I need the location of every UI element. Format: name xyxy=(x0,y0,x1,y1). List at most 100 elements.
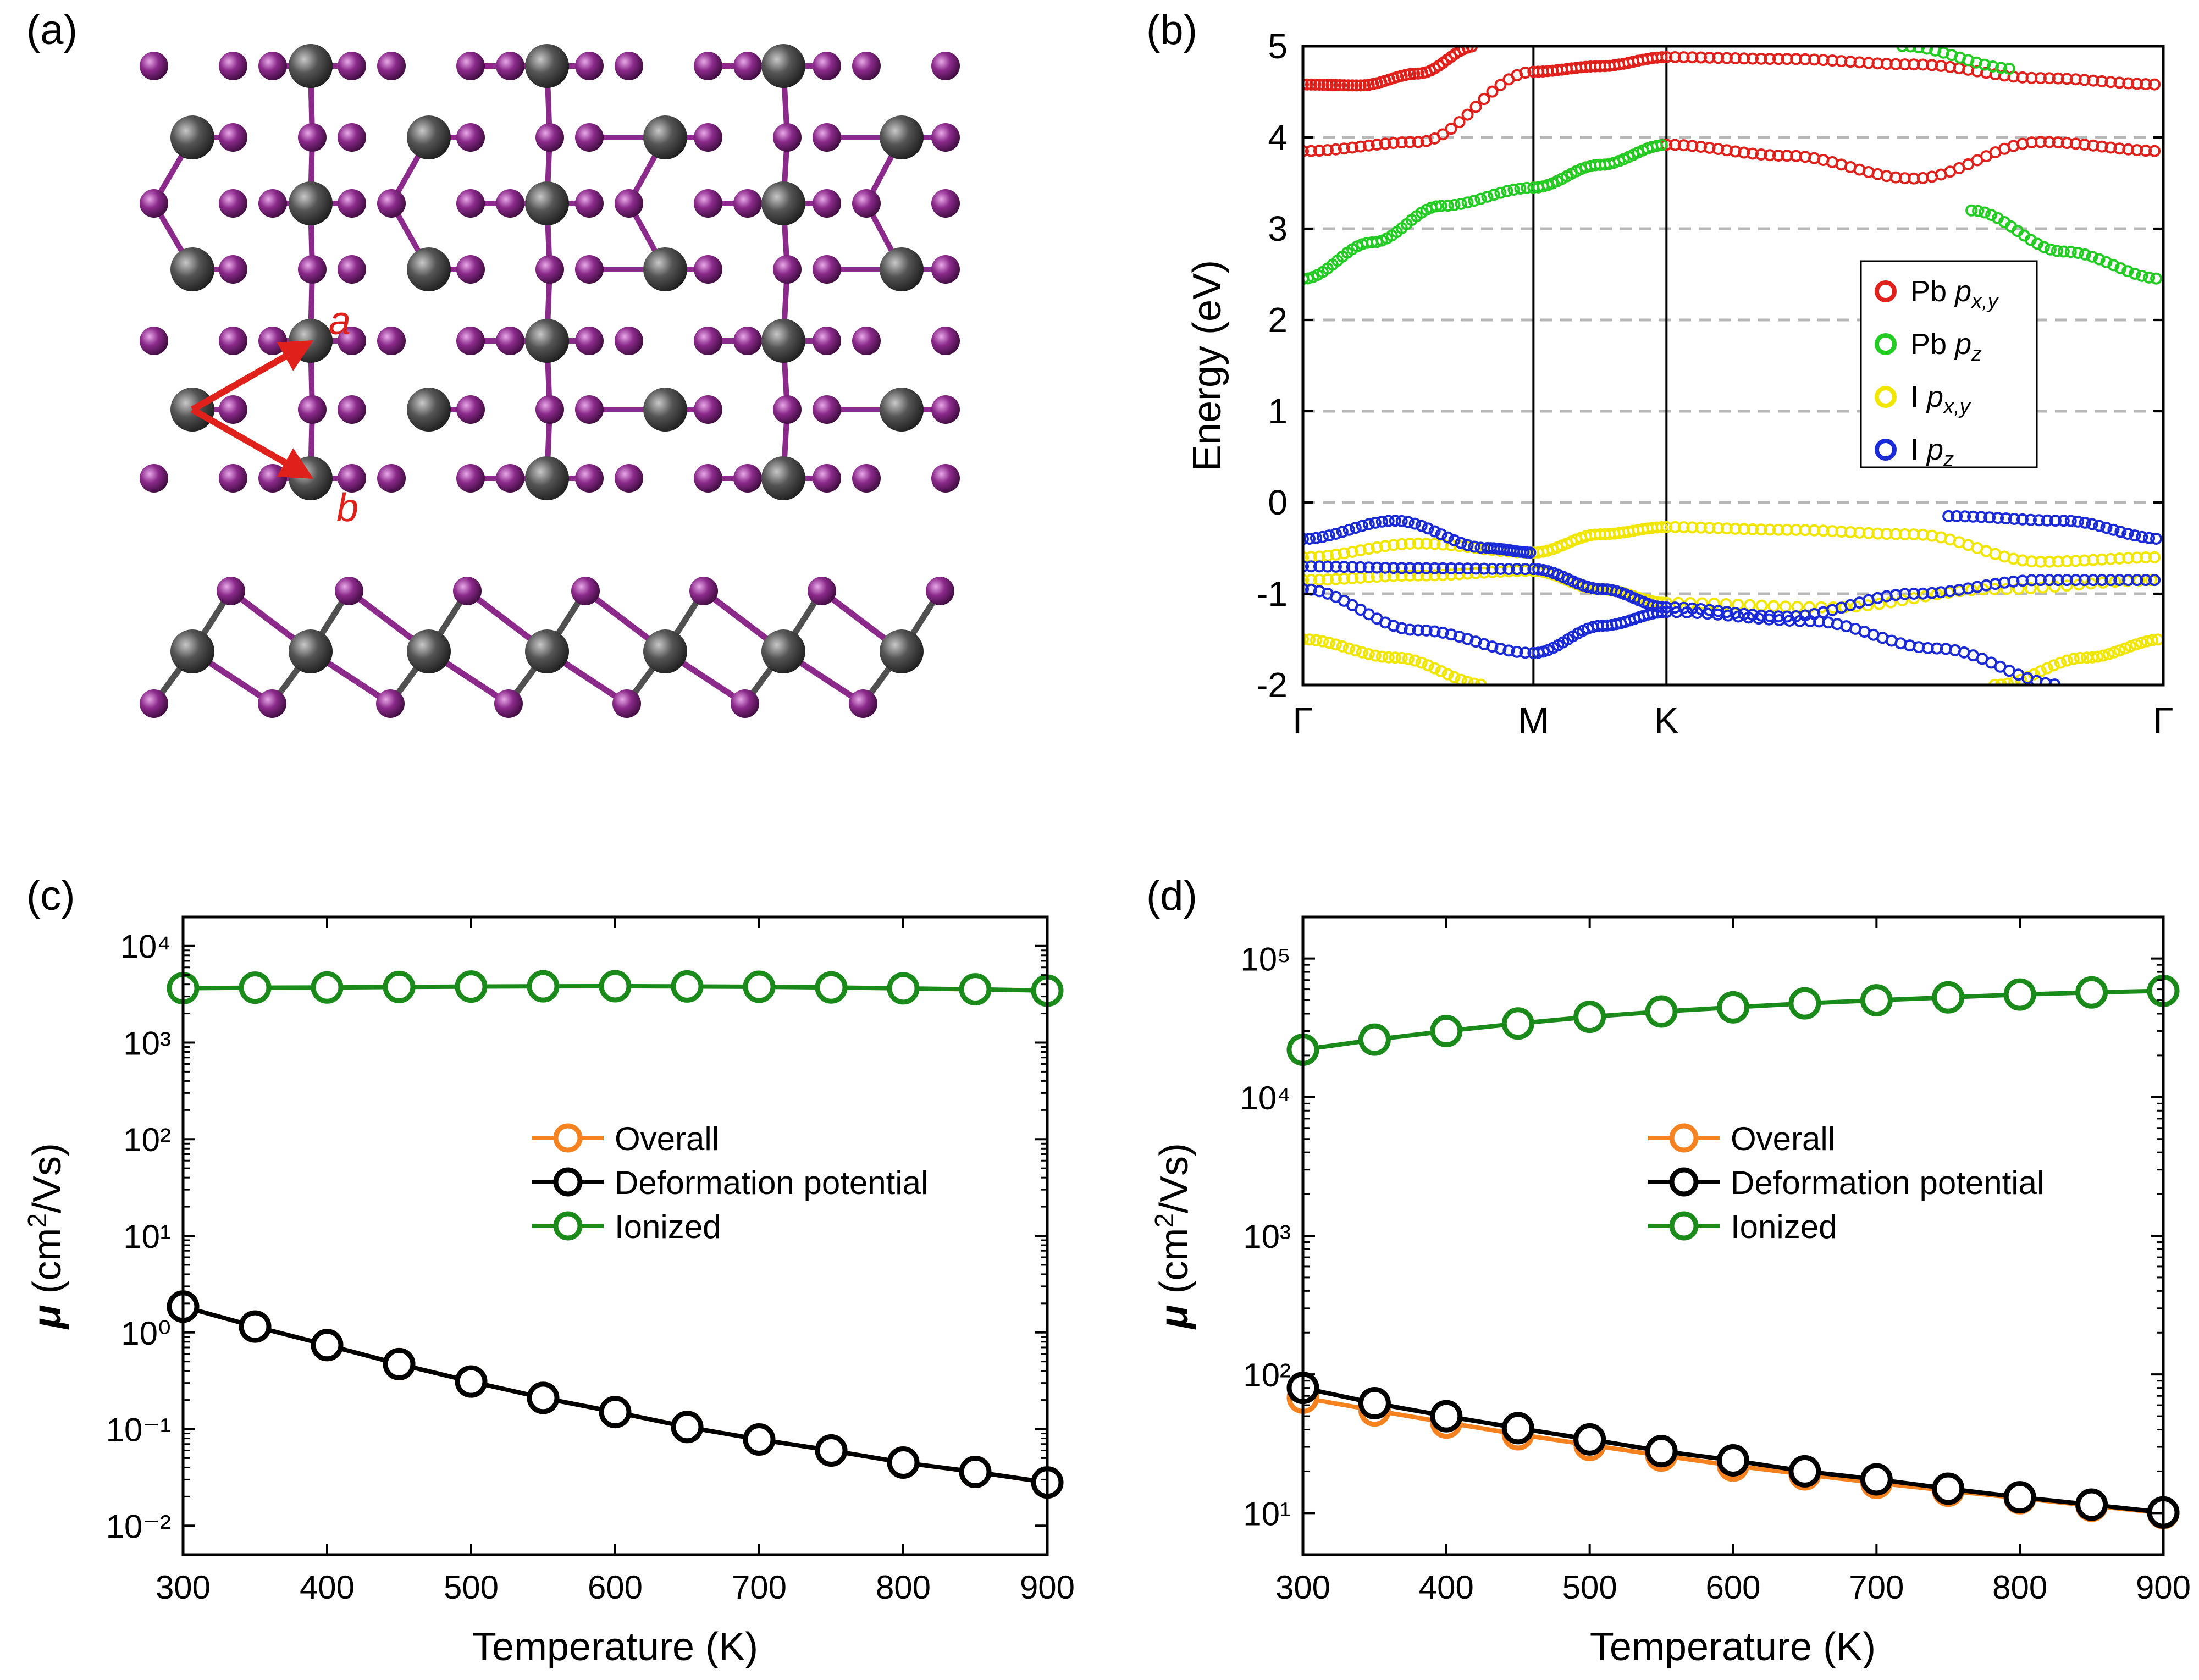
band-point xyxy=(2136,269,2148,282)
band-point xyxy=(1338,561,1350,573)
iodine-atom xyxy=(931,464,960,493)
y-tick-label: 5 xyxy=(1268,26,1288,66)
band-legend: Pb px,y Pb pz I px,y I pz xyxy=(1860,260,2038,471)
legend-marker xyxy=(553,1167,583,1197)
data-point xyxy=(1932,1472,1965,1505)
x-tick-label: 400 xyxy=(300,1569,355,1606)
band-point xyxy=(1387,570,1400,582)
band-point xyxy=(2043,555,2056,568)
band-point xyxy=(1746,523,1759,535)
band-point xyxy=(2122,77,2135,90)
band-point xyxy=(1313,145,1325,157)
band-point xyxy=(1309,78,1322,91)
band-point xyxy=(1412,569,1424,582)
band-point xyxy=(1346,572,1358,584)
lattice-vector-a-arrow xyxy=(191,340,314,413)
data-point xyxy=(1860,1463,1893,1496)
mobility-c-y-unit: (cm xyxy=(25,1228,69,1305)
band-point xyxy=(2034,72,2047,85)
data-point xyxy=(1717,991,1749,1024)
mobility-c-y-axis-label: μ (cm2/Vs) xyxy=(23,1143,69,1330)
band-point xyxy=(1346,545,1358,558)
iodine-atom xyxy=(456,255,485,284)
data-point xyxy=(959,1455,992,1488)
legend-marker xyxy=(553,1211,583,1241)
band-point xyxy=(1469,562,1482,575)
iodine-atom xyxy=(219,52,247,80)
mobility-chart-c: 300 400 500 600 700 800 900 10⁻² 10⁻¹ 10⁰ 10¹ 10² 10… xyxy=(23,915,1075,1669)
band-point xyxy=(2086,651,2098,664)
iodine-atom xyxy=(140,689,168,718)
series-deformation-potential xyxy=(167,1290,1064,1499)
iodine-atom xyxy=(852,327,881,355)
iodine-atom xyxy=(377,189,406,218)
band-point xyxy=(1420,537,1433,550)
iodine-atom xyxy=(733,464,762,493)
band-pb-p-z xyxy=(1896,46,2015,75)
band-point xyxy=(1362,543,1375,555)
band-point xyxy=(2140,78,2152,91)
band-point xyxy=(1336,640,1349,653)
band-point xyxy=(1395,136,1408,149)
band-point xyxy=(1412,136,1424,148)
band-point xyxy=(1514,182,1527,195)
data-point xyxy=(455,970,488,1003)
x-tick-label: 600 xyxy=(1705,1569,1760,1606)
iodine-atom xyxy=(496,52,524,80)
lead-atom xyxy=(289,456,333,500)
iodine-atom xyxy=(808,577,836,605)
x-tick-label: 300 xyxy=(1275,1569,1330,1606)
legend-marker xyxy=(1669,1123,1699,1153)
iodine-atom xyxy=(140,189,168,218)
iodine-atom xyxy=(377,52,406,80)
iodine-atom xyxy=(494,689,523,718)
band-point xyxy=(1746,52,1759,65)
band-point xyxy=(1303,583,1309,595)
iodine-atom xyxy=(813,464,841,493)
band-point xyxy=(1729,52,1742,64)
legend-label: Pb pz xyxy=(1910,328,1982,366)
band-point xyxy=(1379,137,1391,150)
band-point xyxy=(1972,205,1985,217)
band-point xyxy=(1305,78,1317,91)
iodine-atom xyxy=(849,689,877,718)
band-point xyxy=(1655,51,1668,64)
band-point xyxy=(1694,141,1707,153)
band-point xyxy=(1408,654,1421,667)
band-point xyxy=(2108,646,2120,659)
band-point xyxy=(1453,568,1466,581)
band-point xyxy=(1349,522,1362,534)
iodine-atom xyxy=(219,327,247,355)
band-point xyxy=(1703,51,1716,64)
band-point xyxy=(1404,569,1416,582)
band-point xyxy=(1468,195,1480,207)
series-ionized xyxy=(167,970,1064,1007)
lead-atom xyxy=(880,629,924,673)
mobility-c-y-exp: 2 xyxy=(23,1213,52,1228)
band-point xyxy=(1461,196,1474,209)
band-point xyxy=(2032,514,2045,527)
mobility-c-x-axis-label: Temperature (K) xyxy=(472,1625,758,1669)
band-point xyxy=(2071,515,2084,528)
band-point xyxy=(1395,622,1408,634)
band-point xyxy=(1469,101,1482,113)
top-view-atoms xyxy=(140,44,960,500)
band-point xyxy=(1402,653,1415,665)
mobility-d-y-mu: μ xyxy=(1152,1305,1196,1330)
band-point xyxy=(1455,537,1467,549)
band-point xyxy=(2131,574,2143,587)
band-point xyxy=(1445,123,1457,135)
band-point xyxy=(1979,58,1991,71)
band-point xyxy=(2086,518,2098,530)
iodine-atom xyxy=(140,464,168,493)
band-point xyxy=(2008,512,2020,525)
iodine-atom xyxy=(852,464,881,493)
iodine-atom xyxy=(694,395,722,424)
band-point xyxy=(1478,562,1490,575)
iodine-atom xyxy=(258,689,286,718)
panel-label-c: (c) xyxy=(26,872,75,919)
iodine-atom xyxy=(298,395,327,424)
side-view-atoms xyxy=(140,577,954,718)
iodine-atom xyxy=(335,577,363,605)
band-point xyxy=(1468,540,1480,553)
